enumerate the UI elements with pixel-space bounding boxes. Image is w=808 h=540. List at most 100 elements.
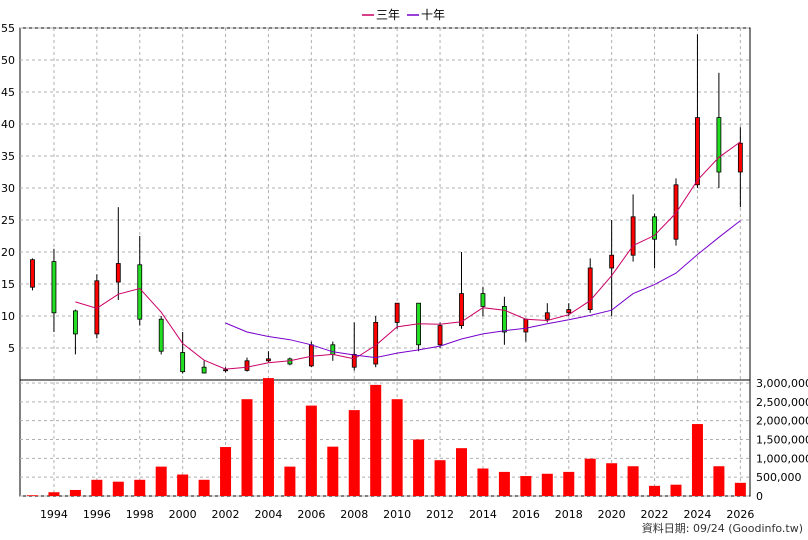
candle-body xyxy=(459,293,464,327)
volume-bar xyxy=(413,439,425,496)
candle-body xyxy=(115,263,121,283)
volume-tick-label: 0 xyxy=(756,490,763,503)
volume-bar xyxy=(434,460,446,496)
volume-bar xyxy=(391,399,403,496)
candle-body xyxy=(673,184,679,240)
volume-bar xyxy=(177,474,189,496)
price-tick-label: 5 xyxy=(8,342,15,355)
volume-bar xyxy=(48,492,60,496)
candle-body xyxy=(652,216,657,240)
price-tick-label: 35 xyxy=(1,150,15,163)
candle-body xyxy=(180,352,186,373)
candle-body xyxy=(287,358,293,365)
data-credit: 資料日期: 09/24 (Goodinfo.tw) xyxy=(642,521,803,535)
price-tick-label: 55 xyxy=(1,22,15,35)
year-tick-label: 1996 xyxy=(83,508,111,521)
volume-bar xyxy=(134,479,146,496)
year-tick-label: 2024 xyxy=(683,508,711,521)
volume-bar xyxy=(241,399,253,496)
volume-bar xyxy=(691,424,703,496)
volume-tick-label: 500,000 xyxy=(756,471,802,484)
volume-bar xyxy=(520,476,532,496)
volume-bar xyxy=(541,473,553,496)
volume-panel-frame xyxy=(19,379,751,497)
volume-bar xyxy=(262,378,274,496)
year-tick-label: 2000 xyxy=(169,508,197,521)
volume-tick-label: 1,000,000 xyxy=(756,452,808,465)
volume-bar xyxy=(327,446,339,496)
volume-bar xyxy=(670,484,682,496)
candle-body xyxy=(73,310,78,335)
price-axis: 5 10 15 20 25 30 35 40 45 50 55 xyxy=(1,22,15,355)
volume-bar xyxy=(69,489,81,496)
year-tick-label: 2010 xyxy=(383,508,411,521)
year-tick-label: 2018 xyxy=(555,508,583,521)
line-3yr xyxy=(75,141,741,370)
candlesticks xyxy=(30,34,743,374)
price-tick-label: 30 xyxy=(1,182,15,195)
candle-body xyxy=(330,344,336,355)
candle-body xyxy=(351,353,357,368)
volume-bar xyxy=(606,463,618,496)
volume-bar xyxy=(456,448,467,496)
candle-body xyxy=(695,117,700,186)
volume-bar xyxy=(284,466,296,496)
volume-bar xyxy=(91,479,103,496)
year-tick-label: 1998 xyxy=(126,508,154,521)
volume-tick-label: 3,000,000 xyxy=(756,377,808,390)
candle-body xyxy=(609,254,615,269)
price-tick-label: 25 xyxy=(1,214,15,227)
legend-label-10yr: 十年 xyxy=(421,8,445,22)
candle-body xyxy=(566,309,572,314)
volume-bar xyxy=(305,405,317,496)
year-tick-label: 2026 xyxy=(726,508,754,521)
candle-body xyxy=(587,267,593,310)
price-tick-label: 20 xyxy=(1,246,15,259)
year-tick-label: 2022 xyxy=(641,508,669,521)
legend-label-3yr: 三年 xyxy=(376,8,400,22)
price-tick-label: 40 xyxy=(1,118,15,131)
year-tick-label: 2016 xyxy=(512,508,540,521)
volume-bar xyxy=(734,482,746,496)
candle-body xyxy=(480,293,486,307)
candle-body xyxy=(223,369,228,372)
volume-bar xyxy=(348,410,360,496)
volume-bar xyxy=(198,479,210,496)
volume-bar xyxy=(155,466,167,496)
year-tick-label: 2004 xyxy=(254,508,282,521)
candle-body xyxy=(266,358,271,362)
volume-axis: 0 500,000 1,000,000 1,500,000 2,000,000 2,500… xyxy=(756,377,808,503)
price-panel-frame xyxy=(19,27,751,381)
candle-body xyxy=(244,360,250,371)
year-tick-label: 2014 xyxy=(469,508,497,521)
year-tick-label: 2020 xyxy=(598,508,626,521)
volume-bar xyxy=(563,471,575,496)
volume-bar xyxy=(220,447,232,496)
year-tick-label: 2012 xyxy=(426,508,454,521)
volume-tick-label: 1,500,000 xyxy=(756,434,808,447)
candle-body xyxy=(716,117,722,173)
candle-body xyxy=(201,366,207,374)
candle-body xyxy=(630,216,636,256)
candle-body xyxy=(523,318,529,333)
price-tick-label: 45 xyxy=(1,86,15,99)
price-tick-label: 50 xyxy=(1,54,15,67)
price-tick-label: 10 xyxy=(1,310,15,323)
volume-bar xyxy=(477,468,489,496)
volume-bar xyxy=(112,481,124,496)
year-tick-label: 1994 xyxy=(40,508,68,521)
year-tick-label: 2006 xyxy=(297,508,325,521)
volume-tick-label: 2,000,000 xyxy=(756,415,808,428)
moving-average-lines xyxy=(75,141,741,370)
volume-bar xyxy=(627,466,639,496)
year-axis: 1994 1996 1998 2000 2002 2004 2006 2008 2010 2012… xyxy=(40,508,754,521)
line-10yr xyxy=(225,220,741,359)
candle-body xyxy=(308,344,314,367)
candle-body xyxy=(544,312,550,320)
volume-bar xyxy=(370,384,382,496)
volume-bar xyxy=(713,466,725,496)
year-tick-label: 2002 xyxy=(212,508,240,521)
candle-body xyxy=(501,305,507,333)
volume-tick-label: 2,500,000 xyxy=(756,396,808,409)
